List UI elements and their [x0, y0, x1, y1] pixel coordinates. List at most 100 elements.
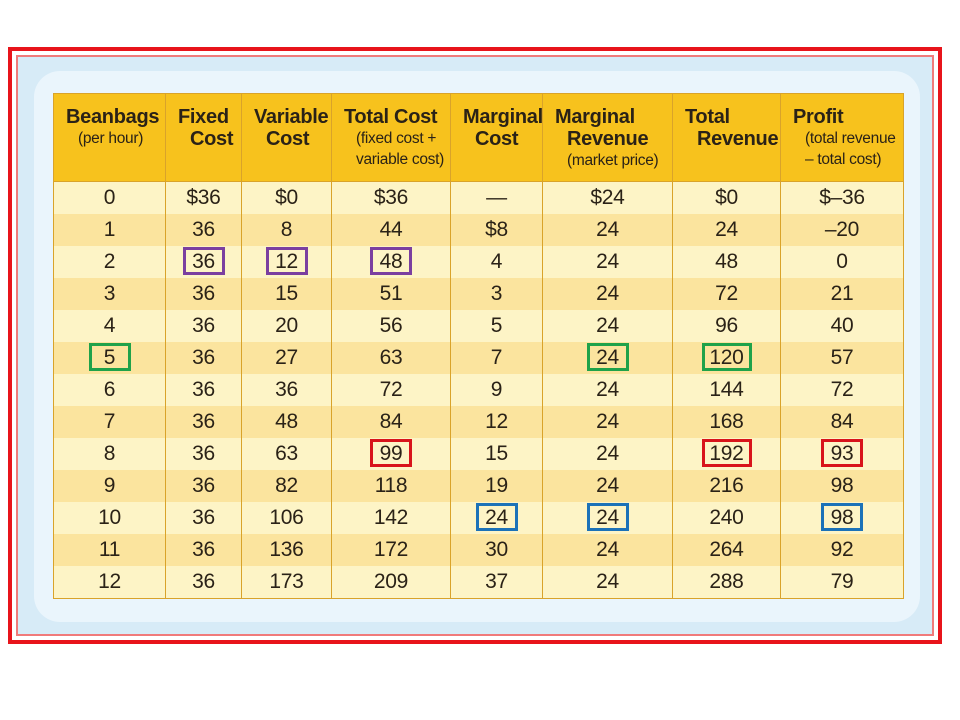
cell-marginal-cost: 3 [450, 278, 543, 310]
table-row: 2 36 12 48 4 24 48 0 [53, 246, 904, 278]
cell-marginal-revenue: 24 [542, 502, 673, 534]
cell-profit: 98 [780, 502, 904, 534]
cell-value: 142 [373, 506, 409, 529]
header-subtitle-line: (per hour) [78, 130, 144, 147]
cell-value: 0 [103, 186, 116, 209]
cell-value: $36 [373, 186, 409, 209]
cell-profit: 93 [780, 438, 904, 470]
cell-value: 36 [192, 442, 215, 465]
cell-value: 136 [269, 538, 304, 561]
header-title-line: Revenue [567, 128, 649, 150]
cell-value: 72 [830, 378, 854, 401]
cell-fixed-cost: 36 [165, 406, 242, 438]
cell-value: 72 [379, 378, 403, 401]
cell-total-cost: 72 [331, 374, 451, 406]
header-title-line: Total Cost [344, 106, 438, 128]
cell-value: 7 [490, 346, 503, 369]
cell-beanbags: 8 [53, 438, 166, 470]
cell-value: 84 [379, 410, 403, 433]
cell-total-cost: 172 [331, 534, 451, 566]
cell-variable-cost: 12 [241, 246, 332, 278]
cell-value: 3 [103, 282, 116, 305]
cell-beanbags: 7 [53, 406, 166, 438]
cell-total-cost: 118 [331, 470, 451, 502]
cell-value: 12 [275, 250, 298, 273]
cell-value: 36 [192, 218, 215, 241]
cell-profit: 40 [780, 310, 904, 342]
cell-marginal-revenue: 24 [542, 566, 673, 599]
cell-profit: $–36 [780, 181, 904, 214]
cell-marginal-revenue: 24 [542, 438, 673, 470]
cell-profit: 0 [780, 246, 904, 278]
cell-variable-cost: 20 [241, 310, 332, 342]
cell-value: 44 [379, 218, 403, 241]
cell-variable-cost: $0 [241, 181, 332, 214]
cell-marginal-revenue: 24 [542, 374, 673, 406]
cell-value: 106 [269, 506, 304, 529]
cell-fixed-cost: 36 [165, 566, 242, 599]
cell-value: 99 [379, 442, 403, 465]
cell-value: 48 [275, 410, 298, 433]
cell-value: 27 [275, 346, 298, 369]
cell-fixed-cost: 36 [165, 470, 242, 502]
cell-value: 82 [275, 474, 298, 497]
cell-beanbags: 0 [53, 181, 166, 214]
cell-value: 24 [596, 250, 619, 273]
header-title-line: Total [685, 106, 730, 128]
cell-value: 21 [830, 282, 854, 305]
cell-marginal-cost: 4 [450, 246, 543, 278]
cell-marginal-revenue: $24 [542, 181, 673, 214]
cell-fixed-cost: 36 [165, 342, 242, 374]
cell-value: 15 [275, 282, 298, 305]
cell-value: 209 [373, 570, 409, 593]
cell-beanbags: 6 [53, 374, 166, 406]
cell-total-revenue: 24 [672, 214, 781, 246]
cell-value: 56 [379, 314, 403, 337]
cell-value: $0 [275, 186, 298, 209]
cell-variable-cost: 106 [241, 502, 332, 534]
cell-value: 240 [709, 506, 744, 529]
cell-value: 24 [596, 538, 619, 561]
header-total-revenue: Total Revenue [672, 93, 781, 182]
cell-value: 36 [192, 250, 215, 273]
cell-variable-cost: 63 [241, 438, 332, 470]
header-subtitle-line: (market price) [567, 152, 659, 169]
table-row: 7 36 48 84 12 24 168 84 [53, 406, 904, 438]
cell-fixed-cost: 36 [165, 374, 242, 406]
cell-value: 24 [596, 442, 619, 465]
cell-value: 20 [275, 314, 298, 337]
cell-value: 36 [275, 378, 298, 401]
cell-value: 63 [275, 442, 298, 465]
cell-value: $8 [485, 218, 508, 241]
cell-marginal-cost: 30 [450, 534, 543, 566]
cell-total-cost: 51 [331, 278, 451, 310]
cell-value: 98 [830, 506, 854, 529]
cell-value: 19 [485, 474, 508, 497]
cell-marginal-cost: 15 [450, 438, 543, 470]
cell-marginal-cost: 37 [450, 566, 543, 599]
cell-value: 11 [98, 538, 121, 561]
cell-value: 36 [192, 282, 215, 305]
cell-marginal-revenue: 24 [542, 246, 673, 278]
table-row: 4 36 20 56 5 24 96 40 [53, 310, 904, 342]
cell-value: 48 [379, 250, 403, 273]
table-row: 8 36 63 99 15 24 192 93 [53, 438, 904, 470]
cell-beanbags: 4 [53, 310, 166, 342]
cell-marginal-cost: 12 [450, 406, 543, 438]
cell-value: 264 [709, 538, 744, 561]
header-title-line: Profit [793, 106, 844, 128]
cell-variable-cost: 8 [241, 214, 332, 246]
cell-value: — [486, 186, 507, 209]
header-title-line: Variable [254, 106, 329, 128]
cell-fixed-cost: 36 [165, 310, 242, 342]
header-subtitle-line: – total cost) [805, 151, 882, 168]
cell-total-revenue: 120 [672, 342, 781, 374]
cell-total-revenue: 240 [672, 502, 781, 534]
cell-marginal-cost: — [450, 181, 543, 214]
cell-value: 24 [596, 570, 619, 593]
cell-value: 24 [596, 410, 619, 433]
cell-total-revenue: 72 [672, 278, 781, 310]
cell-value: 1 [103, 218, 116, 241]
header-profit: Profit (total revenue – total cost) [780, 93, 904, 182]
cell-marginal-cost: 19 [450, 470, 543, 502]
